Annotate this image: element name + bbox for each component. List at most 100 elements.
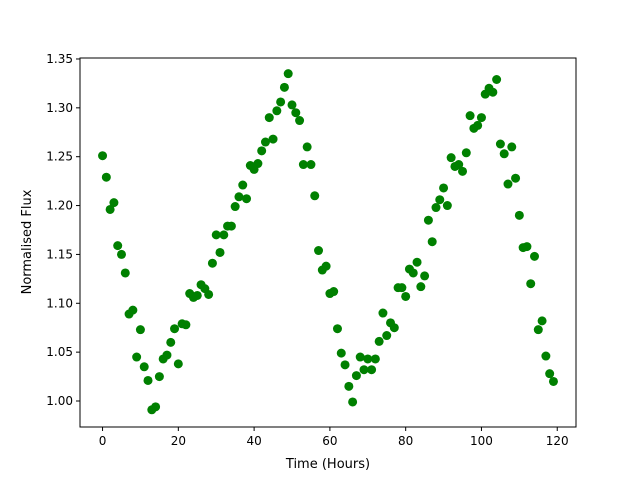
data-point xyxy=(116,249,126,259)
x-tick-label: 40 xyxy=(246,434,261,448)
data-point xyxy=(192,290,202,300)
data-point xyxy=(310,191,320,201)
y-tick-label: 1.00 xyxy=(46,394,73,408)
data-point xyxy=(154,372,164,382)
y-tick-label: 1.05 xyxy=(46,345,73,359)
data-point xyxy=(283,69,293,79)
data-point xyxy=(530,251,540,261)
data-point xyxy=(242,194,252,204)
y-axis-label: Normalised Flux xyxy=(20,189,35,294)
data-point xyxy=(344,381,354,391)
data-point xyxy=(211,230,221,240)
data-point xyxy=(488,87,498,97)
data-point xyxy=(548,376,558,386)
data-point xyxy=(120,268,130,278)
data-point xyxy=(420,271,430,281)
data-point xyxy=(268,134,278,144)
data-point xyxy=(476,113,486,123)
data-point xyxy=(351,371,361,381)
data-points xyxy=(98,69,558,415)
data-point xyxy=(537,316,547,326)
data-point xyxy=(499,149,509,159)
data-point xyxy=(170,324,180,334)
data-point xyxy=(507,142,517,152)
data-point xyxy=(442,201,452,211)
data-point xyxy=(370,354,380,364)
data-point xyxy=(495,139,505,149)
data-point xyxy=(348,397,358,407)
data-point xyxy=(355,352,365,362)
data-point xyxy=(135,325,145,335)
data-point xyxy=(287,100,297,110)
data-point xyxy=(302,142,312,152)
data-point xyxy=(446,153,456,163)
data-point xyxy=(329,287,339,297)
data-point xyxy=(276,97,286,107)
data-point xyxy=(143,375,153,385)
data-point xyxy=(435,195,445,205)
data-point xyxy=(321,261,331,271)
data-point xyxy=(541,351,551,361)
y-tick-label: 1.15 xyxy=(46,247,73,261)
data-point xyxy=(105,204,115,214)
data-point xyxy=(101,172,111,182)
y-tick-label: 1.25 xyxy=(46,150,73,164)
data-point xyxy=(458,166,468,176)
data-point xyxy=(314,246,324,256)
data-point xyxy=(166,337,176,347)
data-point xyxy=(359,365,369,375)
data-point xyxy=(336,348,346,358)
data-point xyxy=(253,159,263,169)
data-point xyxy=(291,108,301,118)
data-point xyxy=(272,106,282,116)
data-point xyxy=(215,247,225,257)
data-point xyxy=(230,202,240,212)
data-point xyxy=(461,148,471,158)
data-point xyxy=(522,242,532,252)
data-point xyxy=(306,160,316,170)
data-point xyxy=(279,82,289,92)
data-point xyxy=(234,192,244,202)
data-point xyxy=(401,291,411,301)
data-point xyxy=(367,365,377,375)
y-tick-label: 1.35 xyxy=(46,52,73,66)
x-tick-label: 100 xyxy=(470,434,493,448)
data-point xyxy=(363,354,373,364)
data-point xyxy=(139,362,149,372)
data-point xyxy=(113,241,123,251)
data-point xyxy=(378,308,388,318)
data-point xyxy=(132,352,142,362)
data-point xyxy=(526,279,536,289)
data-point xyxy=(128,305,138,315)
data-point xyxy=(260,137,270,147)
data-point xyxy=(545,369,555,379)
data-point xyxy=(503,179,513,189)
data-point xyxy=(219,230,229,240)
data-point xyxy=(382,331,392,341)
data-point xyxy=(374,336,384,346)
data-point xyxy=(412,257,422,267)
data-point xyxy=(465,111,475,121)
data-point xyxy=(514,210,524,220)
y-tick-label: 1.30 xyxy=(46,101,73,115)
data-point xyxy=(204,289,214,299)
x-tick-label: 60 xyxy=(322,434,337,448)
data-point xyxy=(416,282,426,292)
y-axis: 1.00 1.05 1.10 1.15 1.20 1.25 1.30 1.35 xyxy=(46,52,80,408)
data-point xyxy=(226,221,236,231)
data-point xyxy=(98,151,108,161)
data-point xyxy=(298,160,308,170)
x-tick-label: 80 xyxy=(398,434,413,448)
data-point xyxy=(332,324,342,334)
data-point xyxy=(389,323,399,333)
data-point xyxy=(511,173,521,183)
data-point xyxy=(109,198,119,208)
y-tick-label: 1.20 xyxy=(46,199,73,213)
data-point xyxy=(397,283,407,293)
data-point xyxy=(162,350,172,360)
data-point xyxy=(173,359,183,369)
data-point xyxy=(238,180,248,190)
data-point xyxy=(340,360,350,370)
plot-area-frame xyxy=(79,57,577,428)
